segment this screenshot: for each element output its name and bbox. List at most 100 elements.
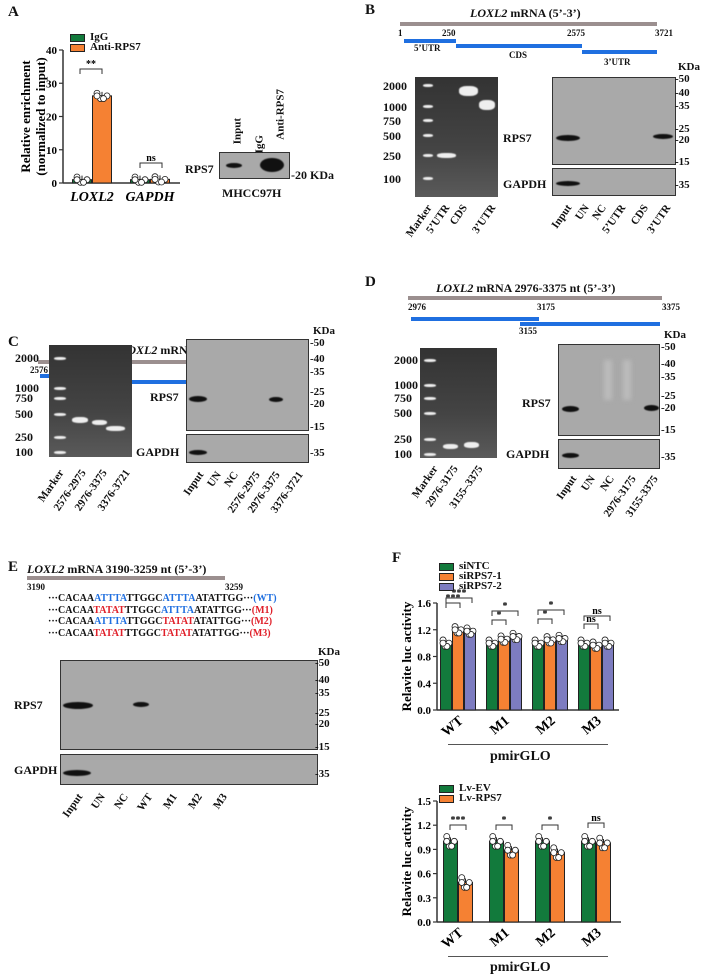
y-tick-label: 30 xyxy=(46,78,58,90)
data-point xyxy=(158,178,165,186)
kda-marker: -35 xyxy=(675,179,690,191)
agarose-gel-D xyxy=(420,348,497,458)
significance-bracket-label: *** xyxy=(452,588,467,599)
kda-marker: -25 xyxy=(675,123,690,135)
panel-title: LOXL2 mRNA (5’-3’) xyxy=(470,7,581,19)
position-label: 1 xyxy=(398,28,403,38)
y-axis-label-line: (normalized to input) xyxy=(33,57,48,175)
data-point xyxy=(589,641,597,649)
rps7-blot-D xyxy=(558,344,660,436)
sequence-part: (M2) xyxy=(251,616,273,627)
rps7-blot-E xyxy=(60,660,318,750)
marker-band xyxy=(424,412,436,415)
sequence-part: ATATTGG··· xyxy=(195,593,254,604)
data-point xyxy=(151,175,159,183)
y-axis-label-line: Relative enrichment xyxy=(18,60,33,173)
significance-bracket-label: ns xyxy=(146,153,156,164)
kda-marker: -40 xyxy=(675,87,690,99)
marker-band xyxy=(424,453,436,456)
kda-marker: -20 xyxy=(315,718,330,730)
kda-marker: -40 xyxy=(310,353,325,365)
protein-label-rps7: RPS7 xyxy=(522,396,551,410)
protein-label-gapdh: GAPDH xyxy=(503,177,547,191)
significance-bracket-label: * xyxy=(549,600,554,611)
protein-label-rps7: RPS7 xyxy=(150,390,179,404)
data-point xyxy=(601,639,609,647)
x-tick-label: M1 xyxy=(487,926,512,950)
kda-marker: -15 xyxy=(310,421,325,433)
smear xyxy=(623,360,631,400)
significance-bracket-label: ns xyxy=(586,614,596,625)
gel-marker-label: 1000 xyxy=(15,381,39,395)
rps7-band xyxy=(226,163,242,168)
band-2976-3175 xyxy=(443,444,458,449)
kda-marker: -35 xyxy=(310,366,325,378)
marker-band xyxy=(423,154,433,157)
position-label: 3175 xyxy=(537,302,555,312)
gel-marker-label: 100 xyxy=(394,447,412,461)
y-tick-label: 0.3 xyxy=(417,893,431,905)
x-tick-label: LOXL2 xyxy=(69,190,114,205)
legend-label: Anti-RPS7 xyxy=(90,41,141,53)
significance-bracket-label: * xyxy=(497,610,502,621)
kda-marker: -15 xyxy=(661,424,676,436)
significance-bracket-label: *** xyxy=(446,593,461,604)
data-point xyxy=(531,639,539,647)
group-underline xyxy=(448,956,608,957)
legend-label: siRPS7-1 xyxy=(459,570,502,582)
data-point xyxy=(463,627,471,635)
panel-letter-a: A xyxy=(8,4,19,20)
gapdh-blot-E xyxy=(60,754,318,785)
band-3155-3375 xyxy=(464,442,479,448)
position-label: 2575 xyxy=(567,28,585,38)
kda-marker: -15 xyxy=(315,741,330,753)
sequence-part: ···CACAA xyxy=(48,593,95,604)
gel-marker-label: 2000 xyxy=(15,351,39,365)
position-label: 3375 xyxy=(662,302,680,312)
legend-label: siRPS7-2 xyxy=(459,580,502,592)
sequence-part: TATAT xyxy=(162,616,194,627)
data-point xyxy=(463,883,471,891)
kda-marker: -50 xyxy=(315,657,330,669)
marker-band xyxy=(423,134,433,137)
sequence-part: TTGGC xyxy=(124,627,161,639)
gel-marker-label: 100 xyxy=(15,445,33,459)
sequence-part: ···CACAA xyxy=(48,604,94,616)
position-label: 3259 xyxy=(225,582,243,592)
data-point xyxy=(494,842,502,850)
title-text: mRNA 2976-3375 nt (5’-3’) xyxy=(476,281,616,295)
significance-bracket xyxy=(537,609,565,615)
y-tick-label: 10 xyxy=(46,145,58,157)
position-label: 3190 xyxy=(27,582,45,592)
gel-marker-label: 250 xyxy=(394,432,412,446)
protein-label-gapdh: GAPDH xyxy=(506,447,550,461)
sequence-part: (M1) xyxy=(251,604,273,616)
y-tick-label: 1.2 xyxy=(417,625,431,637)
panel-letter-d: D xyxy=(365,274,376,290)
marker-band xyxy=(54,451,66,454)
sequence-part: ATTTA xyxy=(94,593,127,604)
legend-swatch xyxy=(70,44,85,52)
significance-bracket xyxy=(537,618,553,624)
gapdh-blot-D xyxy=(558,439,660,469)
y-tick-label: 0.0 xyxy=(417,917,431,929)
data-point xyxy=(80,178,87,186)
sequence-part: TTGGC xyxy=(124,604,161,616)
kda-marker: -25 xyxy=(661,390,676,402)
data-point xyxy=(543,636,551,644)
data-point xyxy=(131,176,139,184)
mrna-bar xyxy=(400,22,657,26)
sequence-part: TTGGC xyxy=(126,593,163,604)
data-point xyxy=(535,837,543,845)
significance-bracket xyxy=(491,610,519,616)
kda-marker: -25 xyxy=(315,707,330,719)
rps7-band xyxy=(653,134,673,139)
gel-marker-label: 250 xyxy=(15,430,33,444)
gel-marker-label: 750 xyxy=(383,114,401,128)
gapdh-blot-B xyxy=(552,168,676,196)
position-label: 2976 xyxy=(408,302,426,312)
panel-letter-e: E xyxy=(8,559,19,575)
gene-name: LOXL2 xyxy=(470,6,508,20)
marker-band xyxy=(424,438,436,441)
